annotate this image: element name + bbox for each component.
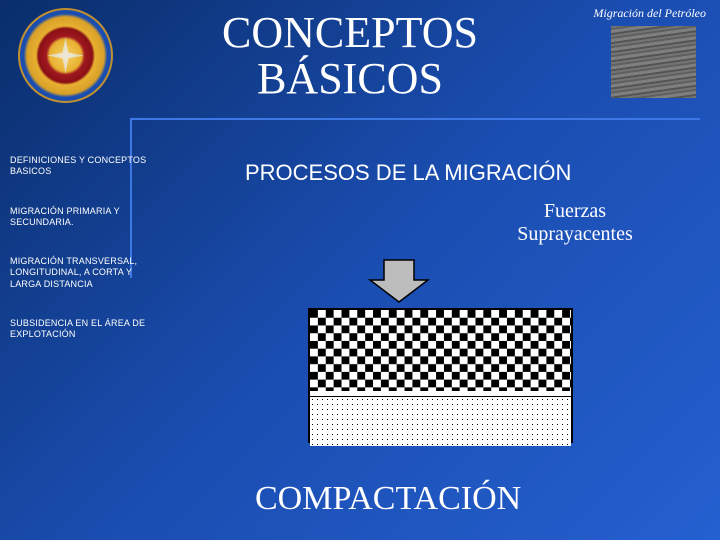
- rock-texture-thumbnail: [611, 26, 696, 98]
- sidebar-nav: DEFINICIONES Y CONCEPTOS BASICOS MIGRACI…: [10, 155, 160, 368]
- university-seal-logo: [18, 8, 113, 103]
- section-title: PROCESOS DE LA MIGRACIÓN: [245, 160, 571, 186]
- forces-label: Fuerzas Suprayacentes: [475, 200, 675, 246]
- sidebar-item-migracion-transversal[interactable]: MIGRACIÓN TRANSVERSAL, LONGITUDINAL, A C…: [10, 256, 160, 290]
- dotted-layer: [310, 396, 571, 446]
- diagram-caption: COMPACTACIÓN: [255, 480, 521, 518]
- sidebar-item-subsidencia[interactable]: SUBSIDENCIA EN EL ÁREA DE EXPLOTACIÓN: [10, 318, 160, 341]
- topic-label: Migración del Petróleo: [593, 6, 706, 21]
- down-arrow-icon: [368, 258, 430, 304]
- slide-title: CONCEPTOS BÁSICOS: [150, 10, 550, 102]
- horizontal-divider: [130, 118, 700, 120]
- forces-line1: Fuerzas: [544, 200, 606, 222]
- compaction-diagram: [308, 308, 573, 443]
- sidebar-item-definiciones[interactable]: DEFINICIONES Y CONCEPTOS BASICOS: [10, 155, 160, 178]
- checker-layer: [310, 310, 571, 391]
- sidebar-item-migracion-primaria[interactable]: MIGRACIÓN PRIMARIA Y SECUNDARIA.: [10, 206, 160, 229]
- forces-line2: Suprayacentes: [517, 223, 633, 245]
- header: CONCEPTOS BÁSICOS Migración del Petróleo: [0, 0, 720, 115]
